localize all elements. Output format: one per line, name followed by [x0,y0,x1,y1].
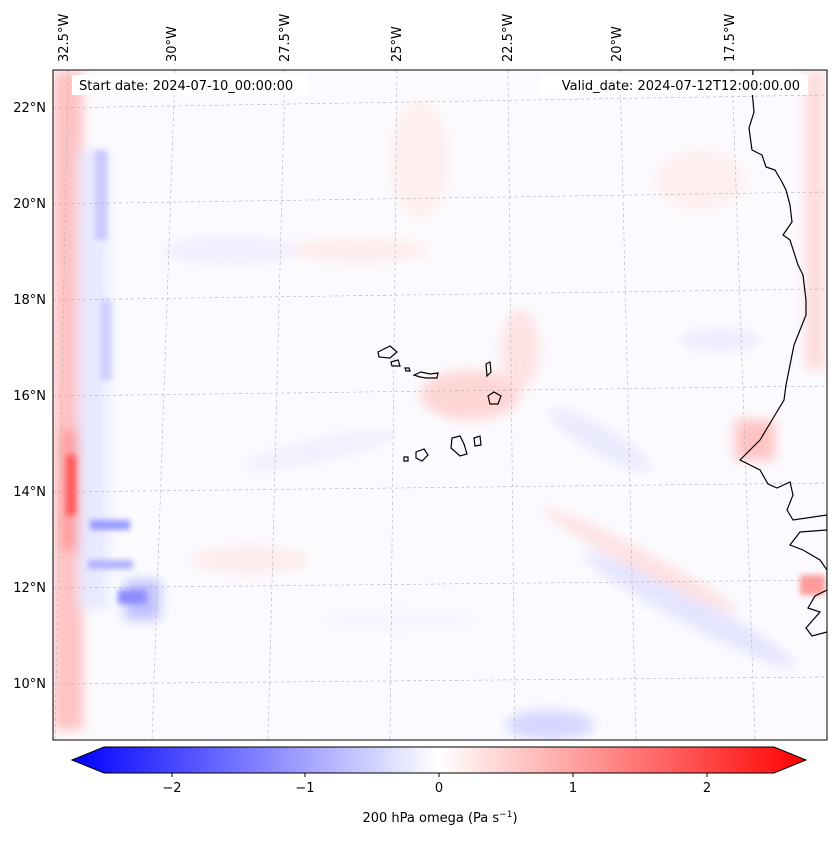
map-panel: Start date: 2024-07-10_00:00:00 Valid_da… [52,69,828,741]
lon-label-32-5w: 32.5°W [57,14,72,62]
start-date-label: Start date: 2024-07-10_00:00:00 [79,79,293,94]
lat-label-16n: 16°N [13,389,46,404]
latitude-labels: 22°N 20°N 18°N 16°N 14°N 12°N 10°N [13,101,46,692]
colorbar-tick-label: −1 [295,781,314,796]
colorbar: −2 −1 0 1 2 200 hPa omega (Pa s−1) [70,746,808,826]
lon-label-17-5w: 17.5°W [723,14,738,62]
lat-label-10n: 10°N [13,677,46,692]
valid-date-box [540,75,808,95]
cape-verde-santiago [450,435,468,457]
lon-label-27-5w: 27.5°W [278,14,293,62]
africa-coastline [738,70,827,637]
colorbar-ticks [171,773,708,777]
cape-verde-boa-vista [487,391,502,405]
lon-label-22-5w: 22.5°W [501,14,516,62]
cape-verde-fogo [415,448,429,462]
lon-label-20w: 20°W [610,26,625,62]
colorbar-tick-label: −2 [162,781,181,796]
longitude-labels: 32.5°W 30°W 27.5°W 25°W 22.5°W 20°W 17.5… [57,14,738,62]
cape-verde-sal [485,361,492,378]
colorbar-label-superscript: −1 [499,810,512,820]
cape-verde-maio [473,435,482,447]
colorbar-label: 200 hPa omega (Pa s−1) [362,810,517,826]
cape-verde-sao-vicente [390,359,401,367]
cape-verde-sao-nicolau [412,371,439,379]
lat-label-20n: 20°N [13,197,46,212]
colorbar-tick-label: 1 [569,781,577,796]
colorbar-tick-label: 2 [703,781,711,796]
colorbar-bar [70,746,808,774]
colorbar-label-main: 200 hPa omega (Pa s [362,811,499,826]
start-date-box [72,75,308,95]
cape-verde-santa-luzia [404,367,411,372]
lat-label-14n: 14°N [13,485,46,500]
graticule [52,69,828,741]
colorbar-label-end: ) [512,811,517,826]
cape-verde-brava [403,456,409,462]
colorbar-tick-label: 0 [435,781,443,796]
coastlines [377,70,827,637]
omega-field [53,70,825,740]
cape-verde-santo-antao [377,345,398,359]
map-frame [52,69,828,741]
lon-label-30w: 30°W [165,26,180,62]
lon-label-25w: 25°W [390,26,405,62]
lat-label-22n: 22°N [13,101,46,116]
valid-date-label: Valid_date: 2024-07-12T12:00:00.00 [562,79,800,94]
lat-label-18n: 18°N [13,293,46,308]
lat-label-12n: 12°N [13,581,46,596]
